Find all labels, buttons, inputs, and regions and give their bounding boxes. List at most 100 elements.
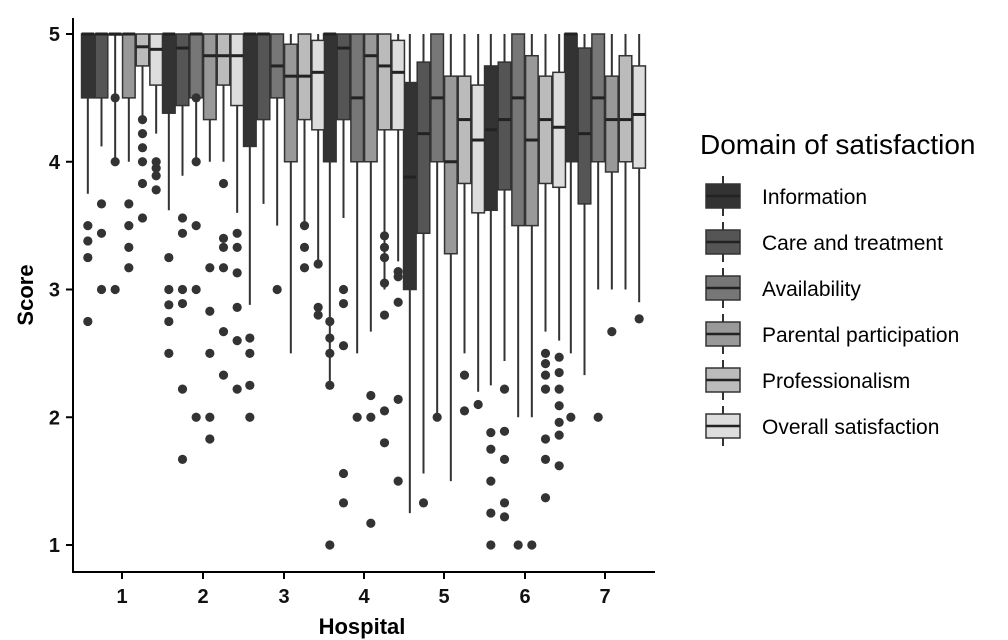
outlier-point (83, 221, 93, 231)
outlier-point (232, 228, 242, 238)
legend: Domain of satisfaction Information Care a… (700, 129, 975, 446)
outlier-point (393, 476, 403, 486)
box (202, 33, 217, 121)
series-information (80, 32, 578, 550)
y-tick-label: 5 (49, 24, 60, 46)
box (121, 33, 136, 99)
outlier-point (299, 242, 310, 252)
x-tick-label: 1 (116, 586, 127, 608)
outlier-point (177, 228, 188, 238)
outlier-point (151, 157, 161, 167)
outlier-point (177, 454, 188, 465)
outlier-point (393, 272, 403, 282)
outlier-point (338, 341, 349, 351)
outlier-point (379, 242, 390, 252)
outlier-point (232, 302, 242, 312)
legend-label: Overall satisfaction (762, 416, 939, 439)
outlier-point (218, 233, 229, 243)
outlier-point (325, 333, 335, 343)
outlier-point (554, 401, 564, 411)
outlier-point (325, 348, 335, 358)
outlier-point (607, 327, 617, 337)
outlier-point (177, 298, 188, 309)
outlier-point (393, 394, 403, 404)
outlier-point (205, 263, 215, 273)
outlier-point (418, 498, 429, 508)
x-tick-label: 6 (519, 586, 530, 608)
box (161, 33, 176, 114)
outlier-point (191, 93, 201, 103)
outlier-point (338, 284, 349, 295)
axis-ticks: 1 2 3 4 5 1 2 3 4 5 6 7 (49, 24, 611, 608)
outlier-point (137, 157, 148, 167)
series-parental-participation (121, 32, 619, 550)
box (538, 75, 553, 185)
outlier-point (379, 438, 390, 448)
series-professionalism (135, 33, 633, 503)
outlier-point (499, 426, 510, 436)
outlier-point (137, 178, 148, 189)
outlier-point (540, 384, 551, 394)
outlier-point (593, 412, 603, 422)
series-care-and-treatment (94, 32, 592, 522)
outlier-point (566, 412, 576, 422)
outlier-point (432, 412, 442, 422)
outlier-point (486, 444, 496, 454)
outlier-point (137, 114, 148, 125)
legend-label: Information (762, 186, 867, 209)
outlier-point (540, 493, 551, 503)
outlier-point (313, 259, 323, 269)
outlier-point (272, 284, 282, 295)
legend-label: Care and treatment (762, 232, 943, 255)
box (336, 33, 351, 121)
outlier-point (325, 380, 335, 390)
outlier-point (325, 316, 335, 327)
outlier-point (124, 199, 134, 209)
outlier-point (164, 252, 174, 263)
y-axis-title: Score (13, 264, 38, 325)
outlier-point (218, 242, 229, 252)
outlier-point (232, 268, 242, 278)
outlier-point (124, 221, 134, 231)
y-tick-label: 2 (49, 407, 60, 429)
outlier-point (540, 370, 551, 380)
legend-label: Professionalism (762, 370, 910, 393)
legend-key (705, 268, 741, 308)
legend-title: Domain of satisfaction (700, 129, 975, 160)
box (377, 33, 392, 131)
outlier-point (151, 185, 161, 195)
outlier-point (83, 236, 93, 246)
outlier-point (634, 314, 644, 324)
outlier-point (393, 297, 403, 307)
x-tick-label: 4 (358, 586, 370, 608)
outlier-point (83, 252, 93, 263)
box (256, 33, 271, 121)
outlier-point (499, 384, 510, 394)
x-tick-label: 5 (438, 586, 449, 608)
outlier-point (486, 427, 496, 438)
outlier-point (379, 278, 390, 288)
outlier-point (124, 242, 134, 252)
outlier-point (338, 468, 349, 479)
outlier-point (379, 310, 390, 320)
outlier-point (164, 348, 174, 358)
outlier-point (554, 367, 564, 378)
box (94, 33, 109, 99)
outlier-point (191, 284, 201, 295)
legend-label: Availability (762, 278, 861, 301)
box (563, 33, 578, 163)
outlier-point (366, 390, 376, 401)
outlier-point (232, 336, 242, 346)
box (471, 84, 486, 214)
outlier-point (554, 384, 564, 394)
outlier-point (191, 412, 201, 422)
outlier-point (459, 370, 470, 380)
box (511, 33, 526, 227)
outlier-point (338, 498, 349, 508)
series-overall-satisfaction (149, 33, 647, 486)
outlier-point (137, 129, 148, 139)
outlier-point (83, 316, 93, 327)
box (497, 61, 512, 191)
legend-label: Parental participation (762, 324, 959, 347)
